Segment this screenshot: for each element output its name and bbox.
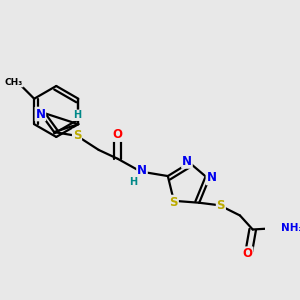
Text: S: S [217, 199, 225, 212]
Text: H: H [129, 177, 137, 187]
Text: O: O [113, 128, 123, 141]
Text: H: H [73, 110, 81, 120]
Text: S: S [169, 196, 178, 208]
Text: N: N [35, 107, 45, 121]
Text: S: S [73, 129, 81, 142]
Text: NH₂: NH₂ [281, 223, 300, 233]
Text: N: N [206, 171, 217, 184]
Text: N: N [137, 164, 147, 177]
Text: N: N [182, 155, 192, 168]
Text: CH₃: CH₃ [5, 78, 23, 87]
Text: O: O [243, 247, 253, 260]
